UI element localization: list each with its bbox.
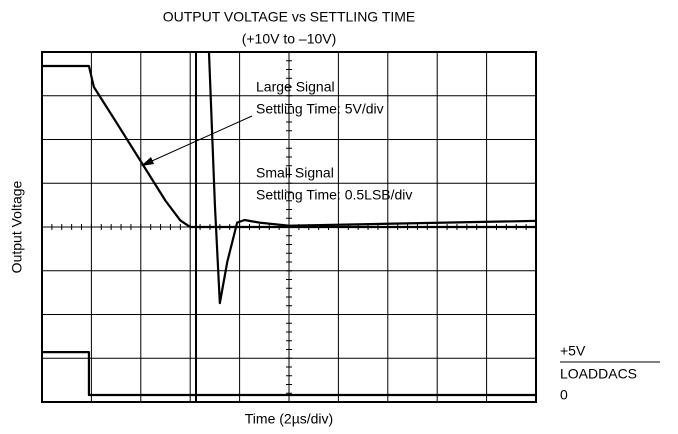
annotation: Small Signal	[256, 165, 334, 181]
annotation: Settling Time: 5V/div	[256, 101, 384, 117]
right-label: 0	[560, 387, 568, 403]
annotation: Large Signal	[256, 79, 335, 95]
right-label: LOADDACS	[560, 366, 637, 382]
annotation: Settling Time: 0.5LSB/div	[256, 187, 412, 203]
arrow	[142, 115, 253, 166]
arrow-head	[141, 157, 154, 166]
trace	[207, 51, 537, 305]
right-label: +5V	[560, 343, 586, 359]
trace	[42, 351, 536, 397]
y-axis-label: Output Voltage	[9, 180, 25, 273]
x-axis-label: Time (2µs/div)	[245, 411, 333, 427]
trace	[42, 64, 536, 229]
chart-title: OUTPUT VOLTAGE vs SETTLING TIME	[163, 9, 416, 25]
chart-subtitle: (+10V to –10V)	[242, 31, 337, 47]
